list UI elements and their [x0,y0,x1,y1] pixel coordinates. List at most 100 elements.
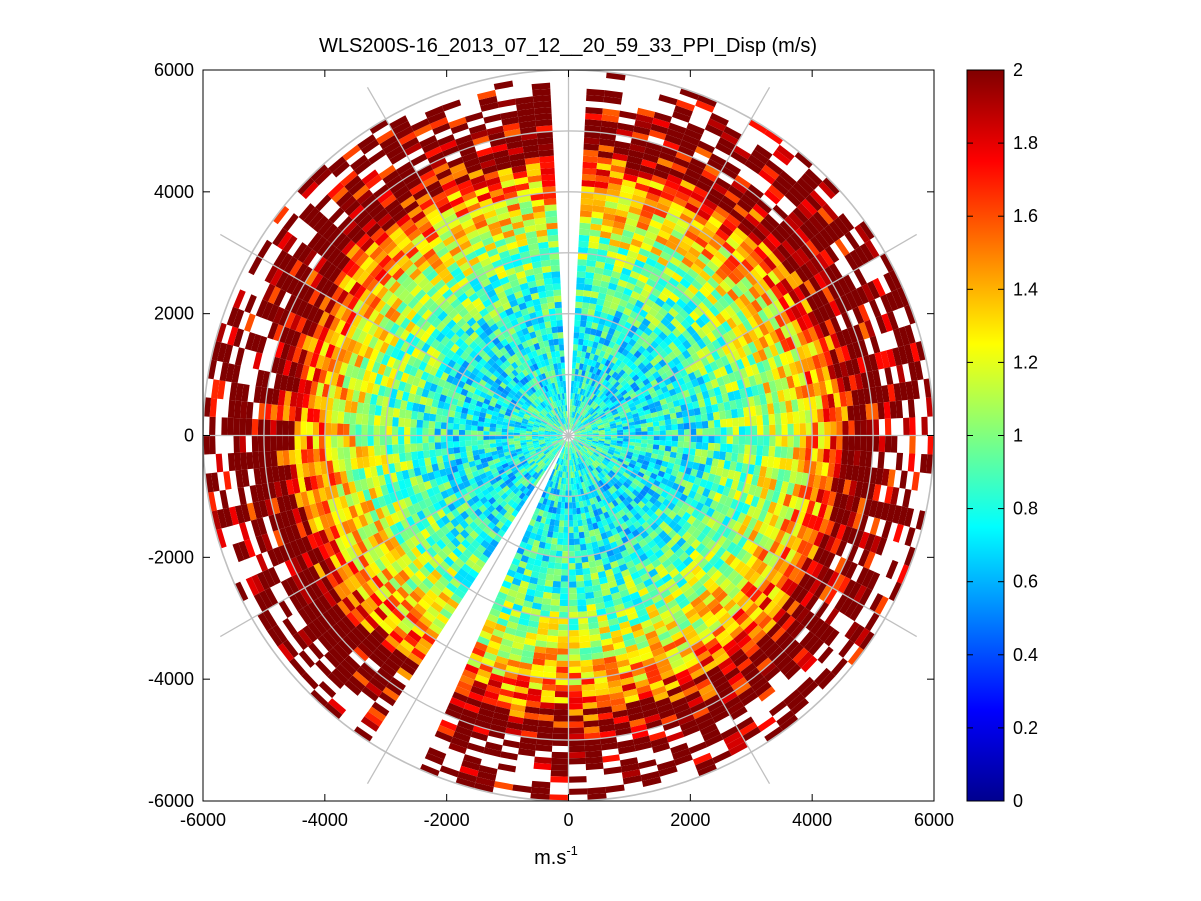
ppi-cell [719,476,728,487]
ppi-cell [525,454,532,460]
ppi-cell [356,402,364,414]
ppi-cell [691,279,704,291]
ppi-cell [645,278,657,288]
ppi-cell [642,624,656,635]
ppi-cell [727,672,744,686]
ppi-cell [688,415,696,423]
ppi-cell [721,538,732,551]
ppi-cell [578,623,589,631]
ppi-cell [880,294,893,314]
ppi-cell [572,356,577,363]
ppi-cell [669,412,677,420]
ppi-cell [668,307,679,318]
ppi-cell [668,691,685,703]
ppi-cell [875,385,884,404]
ppi-cell [741,356,751,368]
ppi-cell [562,490,566,497]
ppi-cell [343,435,350,448]
ppi-cell [723,401,731,411]
ppi-cell [730,452,739,463]
ppi-cell [640,592,652,603]
ppi-cell [526,626,539,635]
ppi-cell [628,421,635,426]
ppi-cell [763,524,775,538]
ppi-cell [763,256,777,271]
ppi-cell [494,485,503,493]
ppi-cell [664,312,675,323]
ppi-cell [355,446,363,458]
ppi-cell [805,614,820,632]
ppi-cell [641,318,651,328]
ppi-cell [552,488,558,496]
ppi-cell [400,662,416,676]
ppi-cell [732,521,743,533]
ppi-cell [273,481,283,498]
ppi-cell [568,624,579,631]
ppi-cell [659,271,672,283]
ppi-cell [763,600,777,615]
ppi-cell [655,163,672,174]
ppi-cell [829,262,843,281]
ppi-cell [864,533,876,552]
ppi-cell [598,242,610,251]
ppi-cell [600,742,619,751]
ppi-cell [805,295,819,312]
ppi-cell [211,379,220,399]
ppi-cell [790,698,809,715]
ppi-cell [859,243,875,262]
ppi-cell [573,526,579,533]
ppi-cell [839,294,853,312]
ppi-cell [596,444,604,449]
ppi-cell [603,444,610,449]
ppi-cell [601,644,615,653]
ppi-cell [568,557,576,564]
ppi-cell [447,447,455,455]
ppi-cell [520,444,528,449]
ppi-cell [800,358,810,373]
ppi-cell [571,465,575,472]
ppi-cell [611,566,621,575]
ppi-cell [600,120,619,129]
ppi-cell [333,496,343,511]
ppi-cell [257,419,265,436]
ppi-cell [496,465,504,472]
ppi-cell [607,182,622,192]
ppi-cell [753,394,762,406]
ppi-cell [324,422,332,436]
ppi-cell [753,519,764,533]
ppi-cell [670,229,685,241]
ppi-cell [531,602,542,610]
ppi-cell [748,118,768,135]
ppi-cell [461,669,477,681]
ppi-cell [573,411,577,419]
ppi-cell [711,182,728,196]
ppi-cell [589,353,595,361]
ppi-cell [443,556,455,567]
ppi-cell [576,444,581,450]
ppi-cell [665,396,673,404]
ppi-cell [656,454,664,461]
ppi-cell [483,422,491,428]
ppi-cell [553,501,559,508]
ppi-cell [581,689,596,698]
ppi-cell [646,353,655,363]
ppi-cell [598,286,608,295]
ppi-cell [634,182,650,193]
ppi-cell [636,253,648,263]
ppi-cell [560,452,564,460]
ppi-cell [866,435,874,452]
ppi-cell [575,413,580,420]
ppi-cell [595,368,602,376]
ppi-cell [710,482,720,493]
ppi-cell [772,608,787,623]
ppi-cell [246,452,254,470]
ppi-cell [791,399,799,412]
ppi-cell [325,447,333,461]
ppi-cell [578,629,590,637]
ppi-cell [649,504,659,513]
ppi-cell [566,447,568,454]
ppi-cell [367,435,374,447]
ppi-cell [369,465,378,478]
ppi-cell [641,340,651,350]
ppi-cell [666,128,685,140]
